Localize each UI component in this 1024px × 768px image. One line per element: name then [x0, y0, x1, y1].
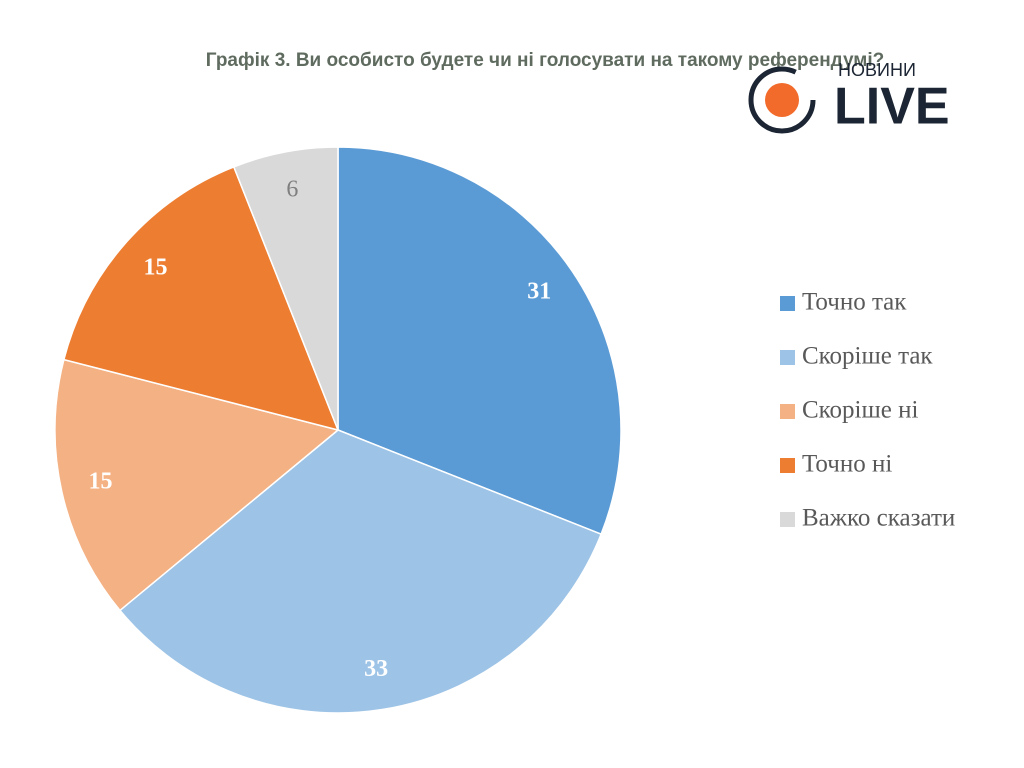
legend-label: Скоріше ні — [802, 397, 918, 424]
legend-swatch — [780, 296, 795, 311]
pie-slice — [62, 165, 340, 432]
pie-slice — [232, 146, 339, 431]
legend-label: Точно так — [802, 289, 907, 316]
logo-dot — [765, 83, 799, 117]
data-label: 6 — [286, 176, 298, 202]
chart-title: Графік 3. Ви особисто будете чи ні голос… — [206, 50, 884, 71]
legend-swatch — [780, 404, 795, 419]
logo-small: НОВИНИ — [838, 60, 916, 80]
legend-label: Точно ні — [802, 451, 892, 478]
logo-ring — [748, 66, 816, 134]
pie-slice — [337, 146, 622, 536]
logo: НОВИНИ LIVE — [748, 60, 950, 136]
legend-label: Важко сказати — [802, 505, 955, 532]
pie-slice — [118, 429, 603, 714]
legend-swatch — [780, 512, 795, 527]
legend-swatch — [780, 458, 795, 473]
logo-big: LIVE — [834, 78, 950, 136]
legend-label: Скоріше так — [802, 343, 933, 370]
data-label: 15 — [88, 469, 112, 495]
data-label: 31 — [527, 279, 551, 305]
legend-swatch — [780, 350, 795, 365]
pie-slice — [54, 358, 340, 612]
data-label: 15 — [143, 255, 167, 281]
data-label: 33 — [364, 656, 388, 682]
